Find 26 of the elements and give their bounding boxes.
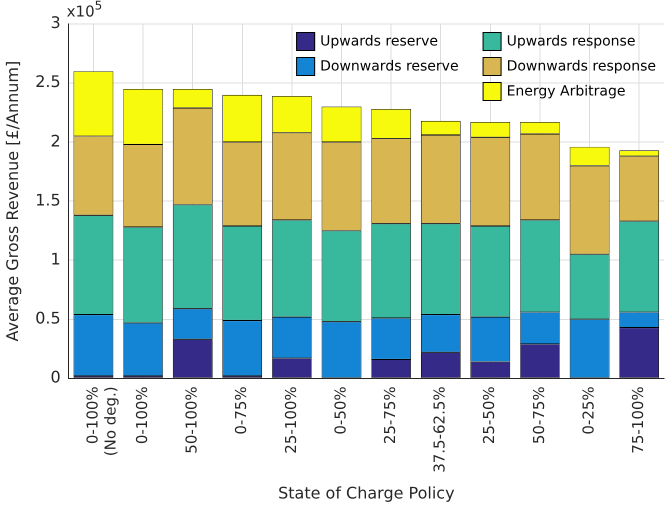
legend-label: Downwards reserve: [320, 58, 459, 75]
x-tick-label: 25-50%: [480, 386, 498, 444]
x-tick-label: 50-100%: [182, 386, 201, 454]
x-tick-label: 0-100% (No deg.): [83, 386, 120, 456]
y-tick-label: 3: [50, 13, 61, 32]
y-tick-label: 0: [50, 367, 61, 386]
x-tick-label: 25-100%: [282, 386, 300, 454]
x-tick-label: 0-25%: [579, 386, 598, 435]
x-tick-label: 0-100%: [132, 386, 151, 444]
legend-label: Upwards reserve: [320, 34, 438, 50]
y-axis-title: Average Gross Revenue [£/Annum]: [2, 60, 22, 342]
legend-label: Downwards response: [506, 58, 656, 75]
x-tick-label: 25-75%: [381, 386, 400, 444]
y-tick-label: 1: [50, 249, 61, 268]
y-tick-label: 1.5: [35, 190, 61, 210]
x-tick-label: 75-100%: [629, 386, 648, 454]
legend-label: Energy Arbitrage: [506, 84, 626, 100]
y-tick-label: 0.5: [35, 308, 61, 328]
y-tick-label: 2: [50, 131, 61, 150]
legend-label: Upwards response: [506, 34, 636, 50]
x-tick-label: 0-75%: [232, 386, 250, 435]
x-tick-label: 50-75%: [530, 386, 548, 444]
x-axis-title: State of Charge Policy: [278, 484, 455, 503]
y-tick-label: 2.5: [35, 72, 61, 92]
x-tick-label: 37.5-62.5%: [430, 386, 449, 473]
x-tick-label: 0-50%: [331, 386, 350, 435]
